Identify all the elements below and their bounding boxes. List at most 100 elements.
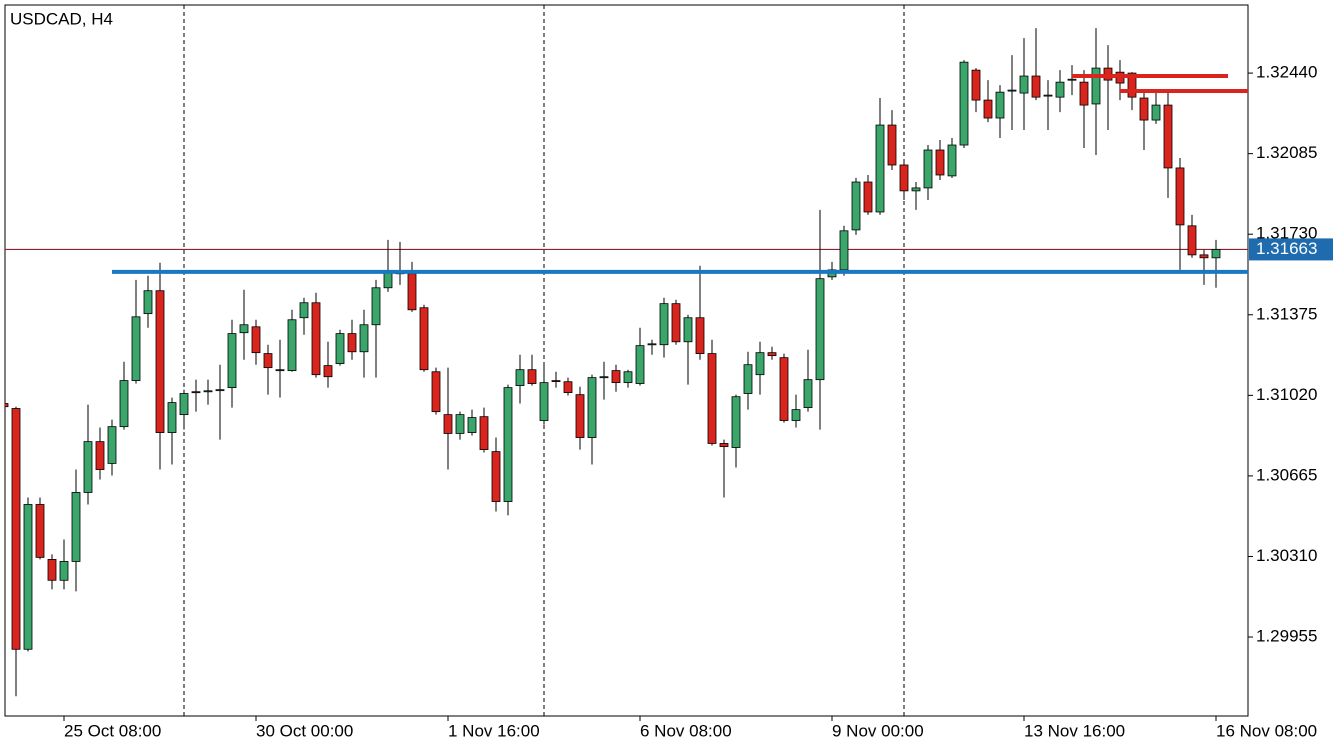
candle-body	[911, 187, 921, 192]
candle-body	[683, 317, 693, 343]
y-tick-label: 1.29955	[1256, 627, 1317, 646]
candle-body	[719, 443, 729, 448]
y-tick-label: 1.31375	[1256, 304, 1317, 323]
candle-body	[251, 326, 261, 354]
candle-body	[359, 324, 369, 353]
candle-body	[275, 369, 285, 372]
plot-area	[5, 5, 1248, 716]
candle-body	[887, 124, 897, 166]
candle-body	[899, 164, 909, 192]
candle-body	[959, 61, 969, 146]
candle-body	[371, 287, 381, 326]
candle-body	[1199, 254, 1209, 259]
candle-body	[479, 416, 489, 450]
candle-body	[35, 504, 45, 558]
candle-body	[563, 381, 573, 394]
candle-body	[779, 357, 789, 421]
candle-body	[263, 353, 273, 369]
candle-body	[647, 343, 657, 346]
candle-body	[1031, 75, 1041, 98]
candle-body	[5, 403, 9, 408]
candle-body	[1055, 81, 1065, 98]
candle-body	[1163, 104, 1173, 169]
chart-title: USDCAD, H4	[10, 9, 113, 28]
candle-body	[575, 394, 585, 438]
candle-body	[215, 389, 225, 392]
x-tick-label: 1 Nov 16:00	[448, 721, 540, 740]
candle-body	[491, 451, 501, 502]
bid-label-box	[1249, 238, 1333, 261]
plot-frame	[4, 4, 1249, 717]
candle-body	[239, 324, 249, 334]
candle-body	[611, 370, 621, 384]
y-tick-label: 1.31020	[1256, 385, 1317, 404]
candle-body	[1007, 89, 1017, 92]
candle-body	[347, 333, 357, 353]
candle-body	[323, 365, 333, 378]
candle-body	[587, 377, 597, 438]
candle-body	[743, 364, 753, 394]
candle-body	[1067, 78, 1077, 81]
candle-body	[551, 380, 561, 382]
candle-body	[407, 273, 417, 311]
candle-body	[227, 333, 237, 389]
candle-body	[419, 307, 429, 371]
candle-body	[1127, 72, 1137, 98]
candle-body	[455, 414, 465, 434]
candle-body	[23, 504, 33, 650]
candle-body	[1019, 75, 1029, 94]
x-tick-label: 9 Nov 00:00	[832, 721, 924, 740]
candle-body	[875, 124, 885, 213]
candle-body	[1043, 94, 1053, 97]
candle-body	[539, 382, 549, 421]
candle-body	[503, 387, 513, 502]
candle-body	[995, 91, 1005, 119]
x-tick-label: 6 Nov 08:00	[640, 721, 732, 740]
candle-body	[707, 353, 717, 444]
candle-body	[755, 352, 765, 376]
y-tick-label: 1.31730	[1256, 224, 1317, 243]
candle-body	[851, 181, 861, 231]
candle-body	[335, 333, 345, 364]
candle-body	[1079, 81, 1089, 106]
x-tick-label: 25 Oct 08:00	[64, 721, 161, 740]
candle-body	[431, 371, 441, 413]
candle-body	[383, 272, 393, 289]
candle-body	[83, 441, 93, 493]
candle-body	[515, 369, 525, 386]
x-tick-label: 13 Nov 16:00	[1024, 721, 1125, 740]
candle-body	[131, 316, 141, 381]
x-tick-label: 30 Oct 00:00	[256, 721, 353, 740]
candle-body	[191, 391, 201, 394]
candle-body	[1175, 167, 1185, 226]
candle-body	[1091, 67, 1101, 105]
candle-body	[311, 302, 321, 376]
candle-body	[443, 414, 453, 434]
candle-body	[71, 492, 81, 562]
candle-body	[155, 290, 165, 433]
candle-body	[107, 426, 117, 464]
candle-body	[119, 380, 129, 428]
candle-body	[1151, 104, 1161, 121]
candle-body	[599, 376, 609, 379]
candle-body	[11, 408, 21, 650]
candle-body	[167, 402, 177, 433]
candle-body	[1139, 97, 1149, 121]
candle-body	[983, 99, 993, 119]
candle-body	[203, 390, 213, 393]
candle-body	[635, 345, 645, 384]
candle-body	[467, 417, 477, 433]
candle-body	[1187, 225, 1197, 256]
x-tick-label: 16 Nov 08:00	[1216, 721, 1317, 740]
candle-body	[791, 409, 801, 421]
candle-body	[767, 352, 777, 357]
y-tick-label: 1.30665	[1256, 465, 1317, 484]
candle-body	[935, 149, 945, 176]
candle-body	[923, 149, 933, 189]
candle-body	[839, 230, 849, 271]
candle-body	[815, 278, 825, 381]
candle-body	[299, 302, 309, 319]
y-tick-label: 1.32085	[1256, 143, 1317, 162]
